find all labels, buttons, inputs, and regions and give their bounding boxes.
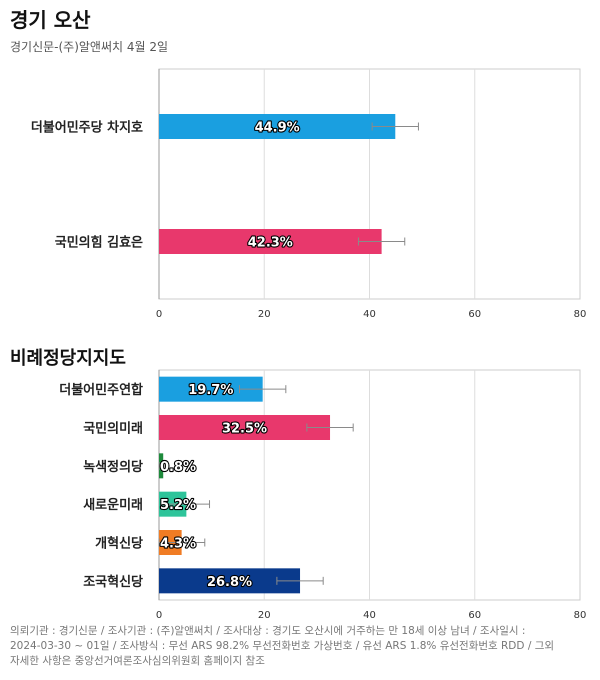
x-tick-label: 0 <box>156 309 162 320</box>
category-label: 개혁신당 <box>95 536 143 552</box>
data-label: 26.8% <box>207 575 252 590</box>
category-label: 국민의미래 <box>83 421 143 437</box>
category-label: 더불어민주연합 <box>59 382 143 398</box>
x-tick-label: 0 <box>156 610 162 621</box>
data-label: 0.8% <box>160 460 196 475</box>
category-label: 조국혁신당 <box>83 574 143 590</box>
data-label: 19.7% <box>188 383 233 398</box>
section-title-party: 비례정당지지도 <box>10 348 126 369</box>
x-tick-label: 20 <box>258 309 271 320</box>
x-tick-label: 80 <box>574 309 587 320</box>
bar <box>159 114 396 139</box>
page-title: 경기 오산 <box>10 8 91 32</box>
x-tick-label: 40 <box>363 610 376 621</box>
chart-candidates: 0 20 40 60 80 더불어민주당 차지호 44.9% 국민의힘 김효은 42.3% <box>31 68 587 320</box>
category-label: 국민의힘 김효은 <box>55 235 143 251</box>
x-tick-label: 60 <box>468 610 481 621</box>
footnote-line-1: 의뢰기관 : 경기신문 / 조사기관 : (주)알앤써치 / 조사대상 : 경기… <box>10 625 526 637</box>
category-label: 새로운미래 <box>83 497 143 513</box>
category-label: 녹색정의당 <box>83 459 143 475</box>
bar <box>159 415 331 440</box>
data-label: 42.3% <box>248 236 293 251</box>
data-label: 44.9% <box>255 121 300 136</box>
data-label: 5.2% <box>160 498 196 513</box>
page-subtitle: 경기신문-(주)알앤써치 4월 2일 <box>10 40 169 54</box>
footnote-line-3: 자세한 사항은 중앙선거여론조사심의위원회 홈페이지 참조 <box>10 655 265 667</box>
footnote-line-2: 2024-03-30 ~ 01일 / 조사방식 : 무선 ARS 98.2% 무… <box>10 640 555 652</box>
data-label: 4.3% <box>160 537 196 552</box>
category-label: 더불어민주당 차지호 <box>31 120 143 136</box>
x-tick-label: 60 <box>468 309 481 320</box>
chart-party-support: 0 20 40 60 80 더불어민주연합 19.7% 국민의미래 32.5% 녹색정의당 0.8%… <box>59 369 587 621</box>
x-tick-label: 40 <box>363 309 376 320</box>
bar <box>159 229 382 254</box>
survey-footnote: 의뢰기관 : 경기신문 / 조사기관 : (주)알앤써치 / 조사대상 : 경기… <box>10 624 592 669</box>
x-tick-label: 20 <box>258 610 271 621</box>
x-tick-label: 80 <box>574 610 587 621</box>
data-label: 32.5% <box>222 422 267 437</box>
